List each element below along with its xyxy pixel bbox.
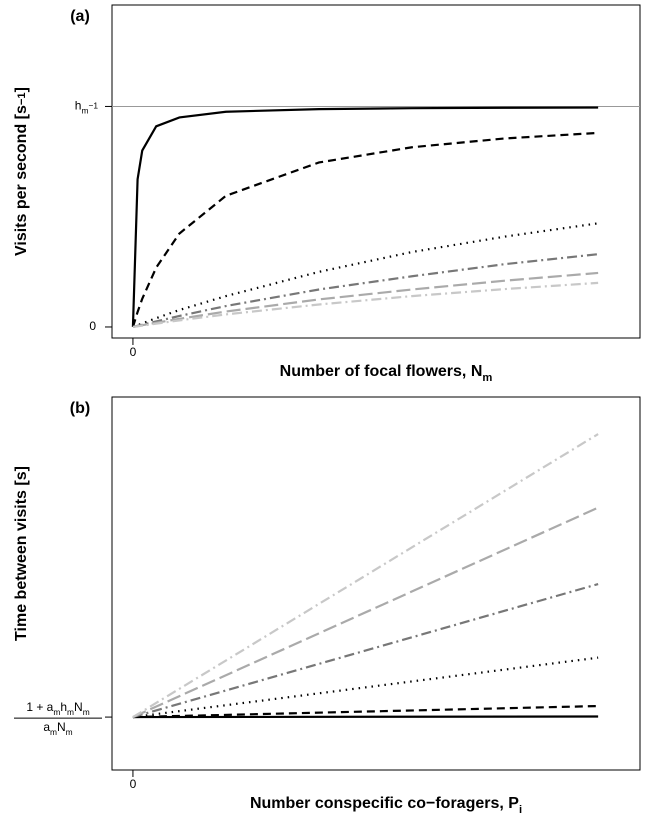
series-line bbox=[131, 106, 599, 328]
y-tick-label-denominator: amNm bbox=[43, 720, 72, 737]
x-axis-title-part: Number of focal flowers, N bbox=[280, 363, 483, 380]
y-tick-label-numerator-part: m bbox=[53, 707, 60, 717]
y-tick-label-denominator-part: N bbox=[57, 720, 66, 734]
y-tick-label-denominator-part: m bbox=[66, 727, 73, 737]
y-tick-label-numerator-part: m bbox=[83, 707, 90, 717]
y-tick-label-numerator-part: m bbox=[67, 707, 74, 717]
x-tick-label: 0 bbox=[130, 345, 137, 359]
x-axis-title-part: m bbox=[482, 372, 492, 384]
y-tick-label: hm−1 bbox=[75, 99, 99, 116]
y-tick-label-numerator-part: h bbox=[60, 700, 67, 714]
y-tick-label-part: −1 bbox=[88, 101, 98, 111]
series-line bbox=[132, 281, 599, 329]
plot-frame bbox=[111, 4, 641, 339]
y-tick-label-part: h bbox=[75, 99, 82, 113]
y-axis-title-part: ] bbox=[13, 87, 30, 92]
y-tick-label-numerator-part: 1 + a bbox=[26, 700, 53, 714]
series-line bbox=[132, 583, 599, 719]
plot-frame bbox=[111, 396, 641, 771]
series-line bbox=[132, 506, 599, 719]
panel-label: (b) bbox=[70, 400, 90, 417]
y-axis-title: Visits per second [s−1] bbox=[13, 87, 30, 256]
series-line bbox=[131, 131, 599, 328]
y-tick-label-numerator: 1 + amhmNm bbox=[26, 700, 89, 717]
y-tick-label-numerator-part: N bbox=[74, 700, 83, 714]
x-axis-title: Number of focal flowers, Nm bbox=[280, 363, 493, 384]
series-line bbox=[132, 656, 599, 719]
series-line bbox=[132, 433, 599, 719]
y-axis-title-part: Time between visits [s] bbox=[13, 466, 30, 641]
series-line bbox=[132, 222, 599, 328]
y-tick-label: 0 bbox=[89, 319, 96, 333]
x-axis-title-part: Number conspecific co−foragers, P bbox=[250, 795, 519, 812]
series-line bbox=[132, 715, 599, 719]
y-axis-title-part: −1 bbox=[16, 92, 28, 105]
y-tick-label-denominator-part: a bbox=[43, 720, 50, 734]
panel-label: (a) bbox=[70, 8, 90, 25]
y-tick-label-part: m bbox=[81, 106, 88, 116]
y-axis-title-part: Visits per second [s bbox=[13, 105, 30, 256]
x-tick-label: 0 bbox=[130, 777, 137, 791]
series-line bbox=[132, 704, 599, 719]
x-axis-title: Number conspecific co−foragers, Pi bbox=[250, 795, 522, 816]
y-axis-title: Time between visits [s] bbox=[13, 466, 30, 641]
y-tick-label-denominator-part: m bbox=[50, 727, 57, 737]
x-axis-title-part: i bbox=[519, 804, 522, 816]
